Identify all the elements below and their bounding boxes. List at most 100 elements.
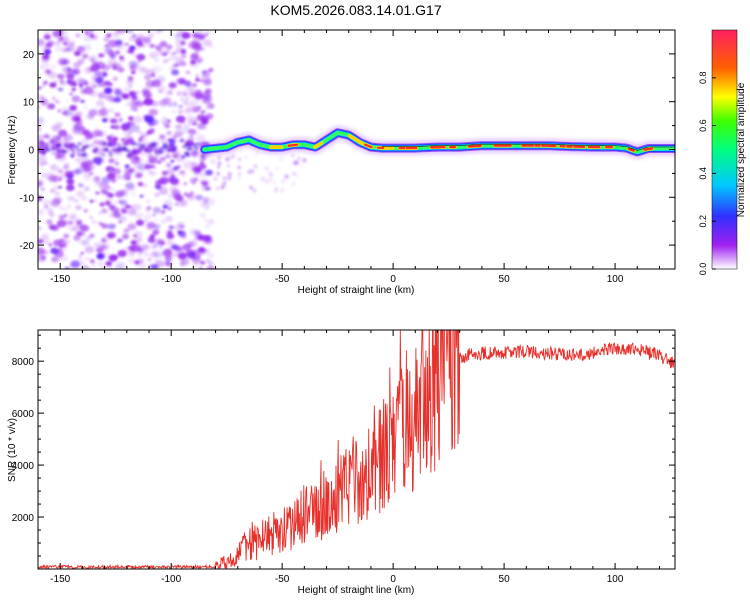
noise-speckle <box>161 145 167 149</box>
noise-speckle <box>95 247 104 253</box>
noise-speckle <box>80 252 84 255</box>
noise-speckle <box>101 142 107 146</box>
noise-speckle <box>146 206 152 210</box>
noise-speckle <box>174 244 179 248</box>
noise-speckle <box>166 119 171 123</box>
noise-speckle <box>110 188 115 191</box>
noise-speckle <box>106 172 116 180</box>
noise-speckle <box>158 187 169 195</box>
noise-speckle <box>38 182 43 188</box>
noise-speckle <box>112 76 119 82</box>
noise-speckle <box>201 70 211 78</box>
noise-speckle <box>217 161 222 166</box>
noise-speckle <box>65 99 69 103</box>
noise-speckle <box>107 143 113 147</box>
noise-speckle <box>136 236 143 242</box>
noise-speckle <box>116 239 122 243</box>
noise-speckle <box>172 193 182 201</box>
noise-speckle <box>71 169 77 174</box>
noise-speckle <box>102 147 108 152</box>
noise-speckle <box>210 159 216 165</box>
noise-speckle <box>147 257 152 262</box>
noise-speckle <box>75 204 82 211</box>
noise-speckle <box>134 170 139 174</box>
noise-speckle <box>217 155 222 160</box>
noise-speckle <box>38 209 45 216</box>
noise-speckle <box>201 169 206 173</box>
noise-speckle <box>46 219 53 225</box>
noise-speckle <box>144 160 150 165</box>
noise-speckle <box>135 219 145 226</box>
noise-speckle <box>167 230 173 235</box>
noise-speckle <box>79 85 84 88</box>
snr-frame <box>37 329 676 570</box>
noise-speckle <box>208 67 214 73</box>
noise-speckle <box>159 156 166 162</box>
noise-speckle <box>157 47 168 55</box>
noise-speckle <box>101 223 109 229</box>
noise-speckle <box>131 146 137 152</box>
noise-speckle <box>147 237 156 243</box>
noise-speckle <box>83 186 90 192</box>
noise-speckle <box>185 143 191 147</box>
noise-speckle <box>91 84 97 89</box>
noise-speckle <box>119 55 125 60</box>
noise-speckle <box>144 219 149 223</box>
noise-speckle <box>142 183 148 188</box>
noise-speckle <box>51 151 57 155</box>
noise-speckle <box>199 171 207 178</box>
noise-speckle <box>61 242 67 248</box>
noise-speckle <box>89 216 93 219</box>
noise-speckle <box>152 206 162 214</box>
noise-speckle <box>38 162 45 167</box>
noise-speckle <box>54 41 61 46</box>
noise-speckle <box>237 173 240 176</box>
noise-speckle <box>56 149 62 153</box>
ytick-label: 0 <box>28 146 34 157</box>
noise-speckle <box>76 148 82 152</box>
noise-speckle <box>200 110 206 114</box>
noise-speckle <box>71 225 79 232</box>
ytick-label: 2000 <box>12 513 35 524</box>
noise-speckle <box>197 106 202 109</box>
noise-speckle <box>38 128 42 132</box>
noise-speckle <box>64 81 70 85</box>
noise-speckle <box>174 130 184 138</box>
noise-speckle <box>110 259 116 263</box>
noise-speckle <box>38 226 42 230</box>
noise-speckle <box>203 201 208 205</box>
noise-speckle <box>193 262 199 267</box>
noise-speckle <box>193 146 199 150</box>
noise-speckle <box>47 135 55 142</box>
noise-speckle <box>170 252 177 258</box>
noise-speckle <box>268 177 273 182</box>
noise-speckle <box>133 230 143 238</box>
noise-speckle <box>204 33 209 37</box>
noise-speckle <box>40 46 46 51</box>
noise-speckle <box>175 124 183 130</box>
noise-speckle <box>127 94 138 102</box>
track-core-line <box>382 143 675 151</box>
noise-speckle <box>119 189 128 196</box>
spectrogram-xlabel: Height of straight line (km) <box>298 285 415 296</box>
noise-speckle <box>158 99 168 107</box>
noise-speckle <box>98 222 103 226</box>
noise-speckle <box>177 252 187 260</box>
noise-speckle <box>148 156 158 164</box>
noise-speckle <box>189 56 199 63</box>
noise-speckle <box>149 171 157 176</box>
noise-speckle <box>73 126 81 132</box>
noise-speckle <box>204 127 208 130</box>
noise-speckle <box>68 220 74 225</box>
noise-speckle <box>165 149 171 153</box>
noise-speckle <box>110 148 116 152</box>
noise-speckle <box>57 38 63 43</box>
noise-speckle <box>205 113 214 120</box>
noise-speckle <box>137 60 141 64</box>
noise-speckle <box>120 147 126 151</box>
noise-speckle <box>137 149 142 153</box>
noise-speckle <box>81 137 90 144</box>
noise-speckle <box>58 87 64 92</box>
noise-speckle <box>94 242 102 249</box>
